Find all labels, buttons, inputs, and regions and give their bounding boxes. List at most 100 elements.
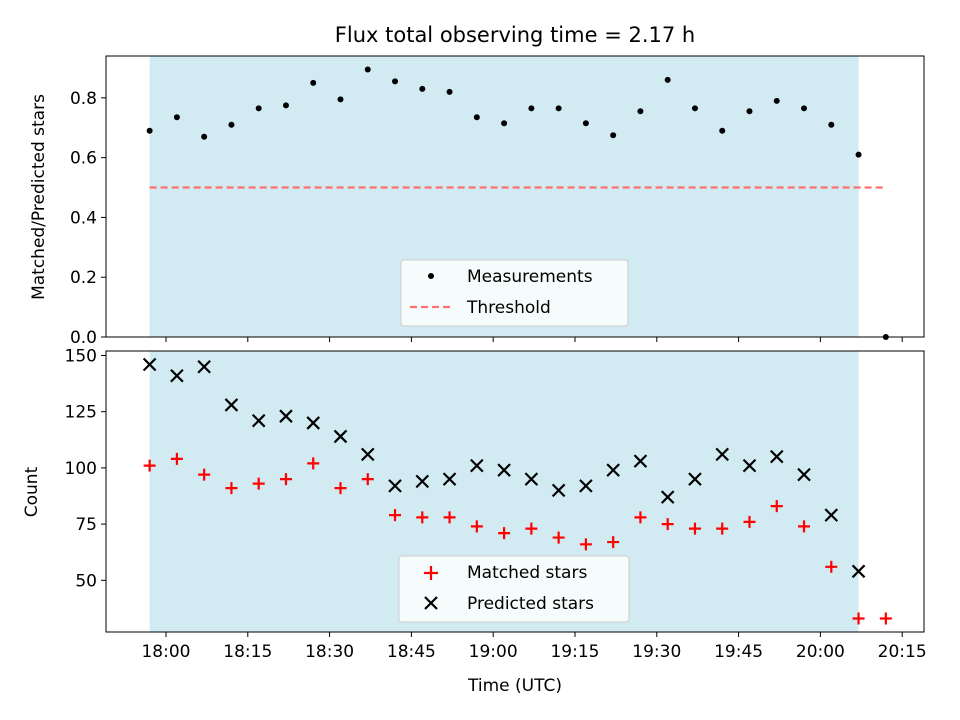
bottom-plus-point-23: [770, 500, 783, 513]
legend-label-matched: Matched stars: [467, 563, 587, 583]
bottom-xtick-label: 20:15: [878, 642, 927, 662]
bottom-xtick-label: 18:00: [141, 642, 190, 662]
bottom-plus-point-1: [170, 452, 183, 465]
legend-label-threshold: Threshold: [466, 298, 551, 318]
bottom-legend: Matched stars Predicted stars: [398, 555, 630, 623]
bottom-xlabel: Time (UTC): [467, 676, 562, 696]
bottom-plus-point-7: [334, 482, 347, 495]
top-axes-frame: [105, 55, 925, 338]
top-dot-point-18: [637, 108, 644, 115]
bottom-plus-point-21: [716, 522, 729, 535]
bottom-xtick-label: 19:00: [469, 642, 518, 662]
bottom-plus-point-25: [825, 560, 838, 573]
bottom-x-point-22: [742, 458, 757, 473]
bottom-plus-point-14: [525, 522, 538, 535]
top-dot-point-20: [691, 105, 698, 112]
bottom-panel: 50 75 100 125 150 18:00 18:15 18:30 18:45 19:00 19…: [22, 346, 927, 696]
bottom-plus-point-10: [416, 511, 429, 524]
bottom-plus-point-26: [852, 612, 865, 625]
top-dot-point-9: [392, 78, 399, 85]
bottom-x-point-23: [769, 449, 784, 464]
bottom-plus-point-5: [279, 473, 292, 486]
top-dot-point-24: [801, 105, 808, 112]
bottom-ytick-label: 125: [65, 403, 97, 423]
bottom-xtick-label: 18:15: [223, 642, 272, 662]
bottom-ytick-label: 50: [75, 571, 97, 591]
bottom-x-point-12: [470, 458, 484, 473]
top-panel: 0.00.20.40.60.8 Matched/Predicted stars …: [29, 55, 925, 348]
bottom-plus-point-24: [798, 520, 811, 533]
bottom-plus-point-0: [143, 459, 156, 472]
top-dot-point-22: [746, 108, 753, 115]
bottom-x-point-0: [142, 357, 157, 372]
bottom-x-point-6: [306, 416, 321, 430]
top-dot-point-14: [528, 105, 535, 112]
bottom-x-point-13: [497, 463, 511, 477]
bottom-axes-frame: [105, 350, 925, 633]
bottom-x-point-5: [279, 409, 293, 423]
top-dot-point-4: [255, 105, 262, 112]
top-dot-point-1: [173, 114, 180, 121]
bottom-plus-point-9: [389, 509, 402, 522]
top-dot-point-26: [855, 151, 862, 158]
top-ytick-label: 0.6: [70, 149, 97, 169]
bottom-x-point-26: [851, 564, 866, 579]
bottom-plus-point-27: [879, 612, 892, 625]
top-legend: Measurements Threshold: [400, 259, 629, 327]
bottom-xtick-label: 18:30: [305, 642, 354, 662]
bottom-x-point-8: [360, 447, 375, 462]
bottom-ytick-label: 150: [65, 346, 97, 366]
top-dot-point-25: [828, 121, 835, 128]
bottom-x-point-14: [524, 472, 539, 486]
legend-x-icon: [424, 596, 438, 610]
bottom-plus-point-6: [307, 457, 320, 470]
top-ytick-label: 0.4: [70, 208, 97, 228]
top-ytick-label: 0.0: [70, 328, 97, 348]
top-dot-point-3: [228, 121, 235, 128]
bottom-ytick-label: 75: [75, 515, 97, 535]
bottom-xtick-label: 20:00: [796, 642, 845, 662]
bottom-x-point-11: [442, 472, 457, 486]
top-ytick-label: 0.2: [70, 268, 97, 288]
bottom-xtick-label: 18:45: [387, 642, 436, 662]
bottom-legend-box: [398, 555, 630, 623]
top-ytick-label: 0.8: [70, 89, 97, 109]
top-dot-point-13: [501, 120, 508, 127]
bottom-x-point-16: [579, 479, 593, 493]
legend-plus-icon: [424, 566, 438, 580]
bottom-xtick-label: 19:15: [550, 642, 599, 662]
figure-title: Flux total observing time = 2.17 h: [335, 23, 695, 47]
top-dot-point-10: [419, 85, 426, 92]
bottom-x-point-2: [197, 359, 211, 374]
top-legend-box: [400, 259, 629, 327]
top-dot-point-5: [282, 102, 289, 109]
bottom-plus-point-8: [361, 473, 374, 486]
top-dot-point-0: [146, 127, 153, 134]
bottom-x-point-10: [415, 474, 430, 489]
top-dot-point-21: [719, 127, 726, 134]
bottom-plus-point-13: [498, 527, 511, 540]
bottom-x-point-4: [251, 413, 266, 428]
top-dot-point-23: [773, 97, 780, 104]
top-dot-point-6: [310, 79, 317, 86]
top-dot-point-19: [664, 76, 671, 83]
bottom-plus-point-3: [225, 482, 238, 495]
bottom-x-point-20: [688, 472, 702, 486]
bottom-ytick-label: 100: [65, 459, 97, 479]
top-dot-point-11: [446, 88, 453, 95]
top-dot-point-15: [555, 105, 562, 112]
top-dot-point-17: [610, 132, 617, 139]
bottom-x-point-1: [170, 368, 184, 383]
top-dot-point-7: [337, 96, 344, 103]
bottom-x-point-9: [388, 479, 402, 493]
bottom-ylabel: Count: [22, 466, 42, 517]
bottom-x-point-17: [606, 463, 620, 477]
bottom-plus-point-20: [688, 522, 701, 535]
bottom-plus-point-17: [607, 536, 620, 549]
bottom-x-point-7: [333, 429, 348, 444]
bottom-x-point-19: [660, 490, 675, 504]
bottom-x-point-18: [633, 454, 648, 468]
bottom-xtick-label: 19:45: [714, 642, 763, 662]
top-dot-point-8: [364, 66, 371, 73]
